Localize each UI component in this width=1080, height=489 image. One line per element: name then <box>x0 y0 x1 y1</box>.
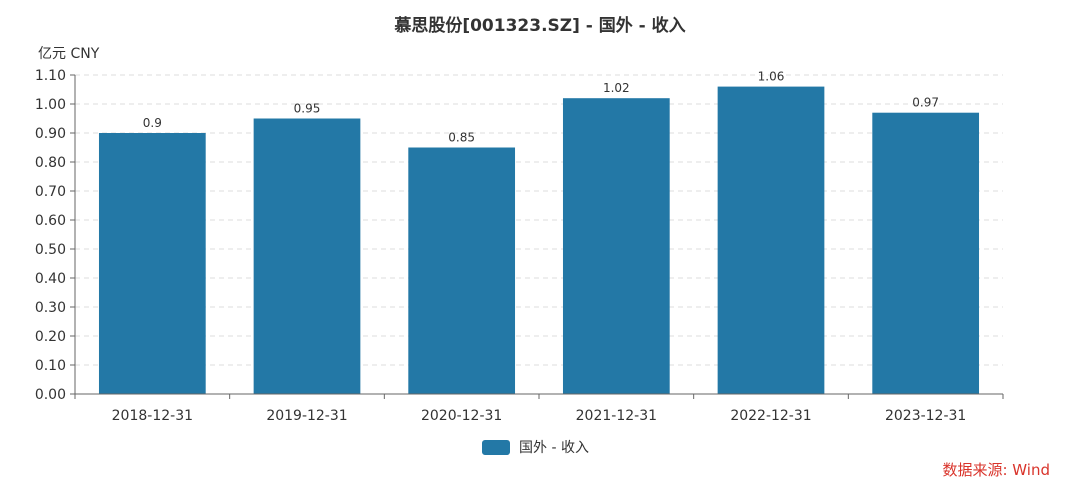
data-source-note: 数据来源: Wind <box>942 461 1050 479</box>
y-tick-label: 0.60 <box>35 213 66 229</box>
legend[interactable]: 国外 - 收入 <box>482 437 589 457</box>
bar-value-label: 0.85 <box>448 131 475 145</box>
bar[interactable] <box>717 86 825 394</box>
y-tick-label: 1.10 <box>35 68 66 84</box>
bar-value-label: 1.06 <box>758 70 785 84</box>
y-axis-unit-label: 亿元 CNY <box>38 46 100 62</box>
axes <box>70 74 1004 399</box>
y-tick-label: 0.10 <box>35 358 66 374</box>
bar[interactable] <box>872 112 980 394</box>
legend-label: 国外 - 收入 <box>519 440 589 456</box>
y-tick-label: 0.80 <box>35 155 66 171</box>
bar[interactable] <box>562 98 670 394</box>
y-tick-label: 0.40 <box>35 271 66 287</box>
legend-swatch <box>482 439 510 455</box>
bar[interactable] <box>98 133 206 394</box>
y-tick-label: 1.00 <box>35 97 66 113</box>
x-tick-label: 2021-12-31 <box>576 408 657 424</box>
y-tick-label: 0.70 <box>35 184 66 200</box>
chart-title: 慕思股份[001323.SZ] - 国外 - 收入 <box>394 16 686 36</box>
x-tick-label: 2020-12-31 <box>421 408 502 424</box>
bar[interactable] <box>408 147 516 395</box>
bar[interactable] <box>253 118 361 395</box>
gridlines <box>75 74 1003 366</box>
bars <box>98 86 980 395</box>
x-tick-label: 2019-12-31 <box>266 408 347 424</box>
x-tick-label: 2022-12-31 <box>730 408 811 424</box>
bar-value-label: 0.9 <box>143 116 162 130</box>
y-tick-label: 0.00 <box>35 387 66 403</box>
bar-value-label: 0.95 <box>294 102 321 116</box>
labels: 0.000.100.200.300.400.500.600.700.800.90… <box>35 68 967 424</box>
bar-value-label: 0.97 <box>912 96 939 110</box>
x-tick-label: 2023-12-31 <box>885 408 966 424</box>
y-tick-label: 0.20 <box>35 329 66 345</box>
y-tick-label: 0.90 <box>35 126 66 142</box>
bar-value-label: 1.02 <box>603 81 630 95</box>
y-tick-label: 0.30 <box>35 300 66 316</box>
x-tick-label: 2018-12-31 <box>112 408 193 424</box>
y-tick-label: 0.50 <box>35 242 66 258</box>
